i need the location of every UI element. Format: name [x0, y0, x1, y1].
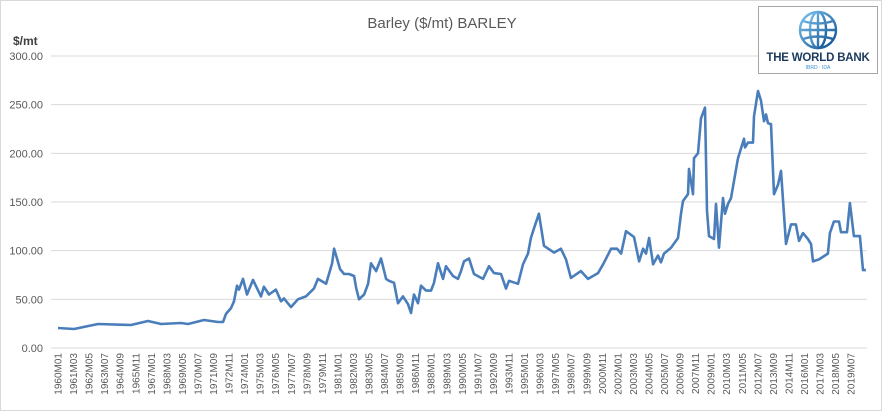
logo-name: THE WORLD BANK — [759, 52, 877, 64]
x-tick-label: 2007M11 — [691, 353, 702, 394]
x-tick-label: 1961M03 — [69, 353, 80, 395]
x-tick-label: 1993M11 — [504, 353, 515, 394]
x-tick-label: 2010M03 — [722, 353, 733, 395]
x-tick-label: 2006M09 — [676, 353, 687, 395]
x-tick-label: 1978M09 — [302, 353, 313, 395]
y-tick-label: 100.00 — [9, 246, 43, 258]
x-tick-label: 1984M07 — [380, 353, 391, 395]
x-tick-label: 1992M09 — [489, 353, 500, 395]
x-axis-ticks: 1960M01 1961M03 1962M05 1963M07 1964M09 1965M… — [54, 353, 858, 395]
x-tick-label: 1976M05 — [271, 353, 282, 395]
x-tick-label: 2012M07 — [753, 353, 764, 395]
x-tick-label: 1960M01 — [54, 353, 65, 395]
x-tick-label: 1962M05 — [85, 353, 96, 395]
series-points — [58, 91, 866, 329]
globe-icon — [759, 7, 877, 51]
x-tick-label: 1996M03 — [536, 353, 547, 395]
y-tick-label: 0.00 — [22, 343, 43, 355]
x-tick-label: 2013M09 — [769, 353, 780, 395]
x-tick-label: 1990M05 — [458, 353, 469, 395]
x-tick-label: 1983M05 — [365, 353, 376, 395]
logo-subtitle: IBRD · IDA — [759, 65, 877, 71]
x-tick-label: 1986M11 — [411, 353, 422, 394]
x-tick-label: 2003M03 — [629, 353, 640, 395]
x-tick-label: 1965M11 — [131, 353, 142, 394]
x-tick-label: 1975M03 — [256, 353, 267, 395]
x-tick-label: 2018M05 — [831, 353, 842, 395]
x-tick-label: 1969M05 — [178, 353, 189, 395]
x-tick-label: 2004M05 — [644, 353, 655, 395]
x-tick-label: 1971M09 — [209, 353, 220, 395]
x-tick-label: 2002M01 — [613, 353, 624, 395]
x-tick-label: 2011M05 — [738, 353, 749, 394]
gridlines — [51, 56, 867, 348]
x-tick-label: 1981M01 — [333, 353, 344, 395]
y-tick-label: 250.00 — [9, 100, 43, 112]
x-tick-label: 1964M09 — [116, 353, 127, 395]
world-bank-logo: THE WORLD BANK IBRD · IDA — [758, 6, 878, 74]
y-tick-label: 50.00 — [15, 294, 43, 306]
x-tick-label: 2009M01 — [707, 353, 718, 395]
x-tick-label: 2000M11 — [598, 353, 609, 394]
y-tick-label: 300.00 — [9, 51, 43, 63]
x-tick-label: 2005M07 — [660, 353, 671, 395]
x-tick-label: 1982M03 — [349, 353, 360, 395]
x-tick-label: 1997M05 — [551, 353, 562, 395]
x-tick-label: 1974M01 — [240, 353, 251, 395]
x-tick-label: 2014M11 — [784, 353, 795, 394]
x-tick-label: 2019M07 — [847, 353, 858, 395]
y-axis-ticks: 0.00 50.00 100.00 150.00 200.00 250.00 300.00 — [9, 51, 43, 355]
x-tick-label: 1972M11 — [225, 353, 236, 394]
x-tick-label: 1988M01 — [427, 353, 438, 395]
y-tick-label: 150.00 — [9, 197, 43, 209]
x-tick-label: 2017M03 — [816, 353, 827, 395]
x-tick-label: 1999M09 — [582, 353, 593, 395]
x-tick-label: 1977M07 — [287, 353, 298, 395]
x-tick-label: 2016M01 — [800, 353, 811, 395]
series-line — [58, 91, 866, 329]
x-tick-label: 1970M07 — [193, 353, 204, 395]
y-tick-label: 200.00 — [9, 148, 43, 160]
x-tick-label: 1967M01 — [147, 353, 158, 395]
x-tick-label: 1979M11 — [318, 353, 329, 394]
x-tick-label: 1968M03 — [162, 353, 173, 395]
y-axis-unit-label: $/mt — [13, 34, 38, 48]
x-tick-label: 1989M03 — [442, 353, 453, 395]
chart-title: Barley ($/mt) BARLEY — [367, 15, 516, 32]
x-tick-label: 1995M01 — [520, 353, 531, 395]
x-tick-label: 1991M07 — [473, 353, 484, 395]
x-tick-label: 1963M07 — [100, 353, 111, 395]
x-tick-label: 1985M09 — [396, 353, 407, 395]
x-tick-label: 1998M07 — [567, 353, 578, 395]
